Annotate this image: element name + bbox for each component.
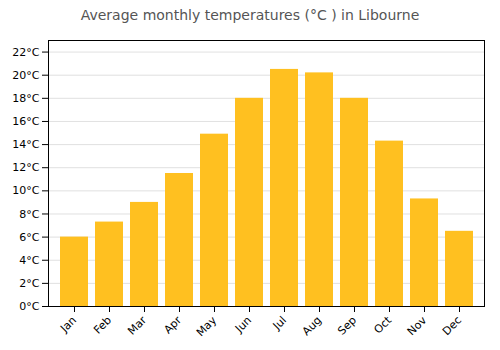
svg-text:Feb: Feb (91, 314, 114, 337)
svg-text:12°C: 12°C (12, 161, 39, 174)
svg-text:6°C: 6°C (19, 231, 39, 244)
svg-text:Oct: Oct (371, 313, 394, 336)
svg-text:Jun: Jun (232, 314, 254, 336)
svg-text:Apr: Apr (161, 313, 184, 336)
svg-text:20°C: 20°C (12, 69, 39, 82)
svg-text:8°C: 8°C (19, 207, 39, 220)
svg-text:May: May (194, 313, 220, 339)
svg-text:10°C: 10°C (12, 184, 39, 197)
html-text:Average monthly temperatures (: Average monthly temperatures (°C ) in Li… (80, 7, 420, 23)
svg-text:2°C: 2°C (19, 277, 39, 290)
svg-text:18°C: 18°C (12, 92, 39, 105)
svg-text:Mar: Mar (125, 313, 149, 337)
svg-text:16°C: 16°C (12, 115, 39, 128)
svg-text:Jan: Jan (57, 314, 79, 336)
svg-text:Aug: Aug (300, 314, 324, 338)
svg-text:0°C: 0°C (19, 300, 39, 313)
svg-text:Jul: Jul (270, 314, 289, 333)
svg-text:22°C: 22°C (12, 46, 39, 59)
svg-text:14°C: 14°C (12, 138, 39, 151)
svg-text:Dec: Dec (440, 314, 464, 338)
svg-text:Nov: Nov (405, 313, 430, 338)
svg-text:Sep: Sep (335, 314, 359, 338)
svg-text:4°C: 4°C (19, 254, 39, 267)
